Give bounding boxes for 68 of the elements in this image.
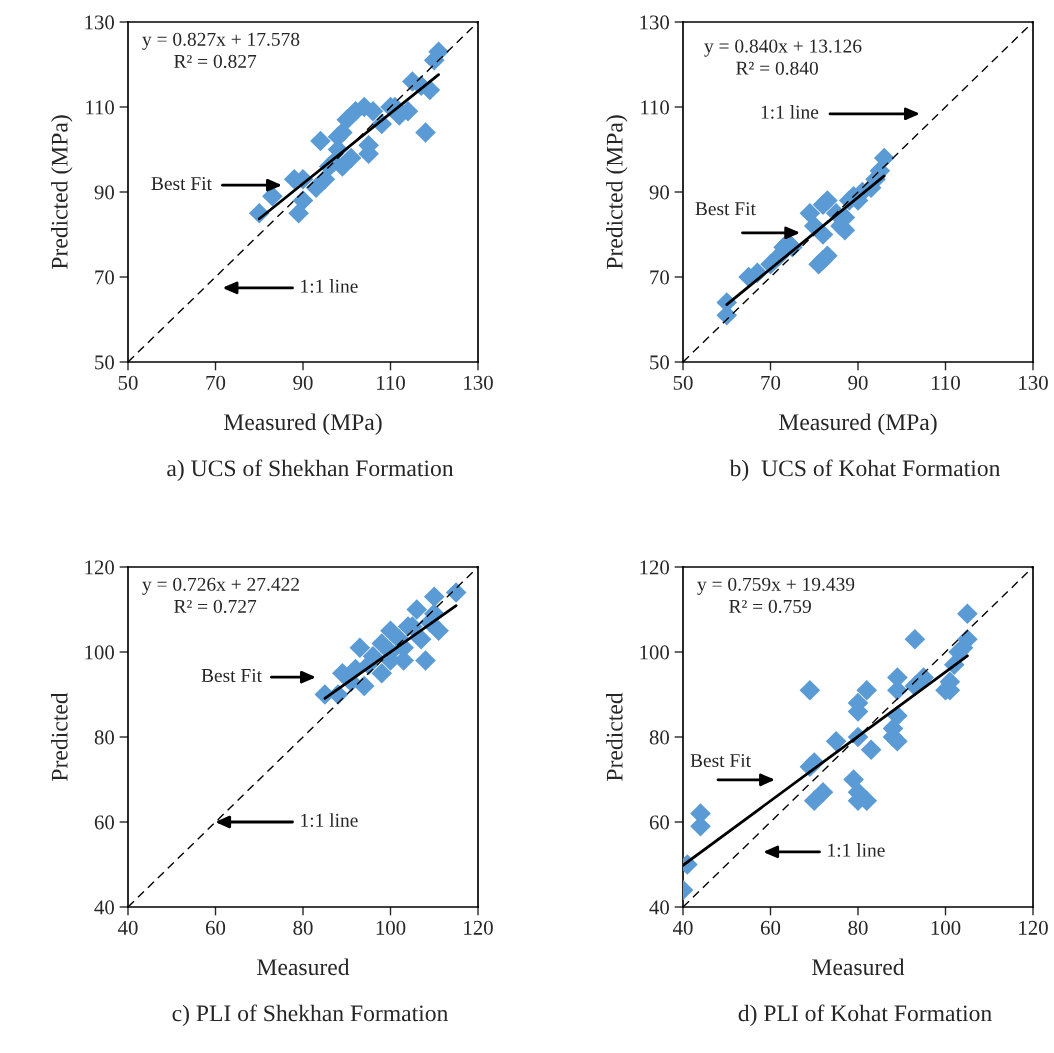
annotation: 1:1 line	[301, 813, 358, 827]
y-axis-title: Predicted (MPa)	[606, 115, 628, 270]
x-tick-label: 50	[118, 375, 138, 390]
y-tick-label: 70	[650, 270, 670, 285]
x-tick-label: 70	[761, 375, 781, 390]
x-tick-label: 80	[848, 920, 868, 935]
annotation: Best Fit	[201, 668, 262, 683]
annotation: R² = 0.840	[736, 61, 818, 75]
x-tick-label: 40	[672, 920, 693, 935]
x-tick-label: 130	[1019, 375, 1048, 390]
y-axis-title: Predicted	[51, 692, 68, 781]
y-tick-label: 130	[85, 15, 115, 30]
y-tick-label: 60	[649, 815, 670, 830]
text: c) PLI of Shekhan Formation	[172, 1004, 449, 1027]
annotation: 1:1 line	[301, 279, 358, 293]
annotation: y = 0.827x + 17.578	[142, 32, 300, 50]
x-tick-label: 60	[205, 920, 226, 935]
annotation: 1:1 line	[828, 843, 885, 857]
x-tick-label: 120	[1019, 920, 1048, 935]
annotation: y = 0.759x + 19.439	[697, 577, 855, 595]
y-tick-label: 120	[640, 560, 670, 575]
y-tick-label: 50	[650, 355, 670, 370]
x-tick-label: 110	[932, 375, 960, 390]
y-tick-label: 80	[94, 730, 115, 745]
x-tick-label: 120	[464, 920, 493, 935]
y-tick-label: 60	[94, 815, 115, 830]
text: d) PLI of Kohat Formation	[738, 1004, 992, 1027]
annotation: Best Fit	[690, 753, 751, 768]
annotation: R² = 0.827	[174, 54, 257, 69]
y-tick-label: 100	[640, 645, 670, 660]
x-tick-label: 40	[117, 920, 138, 935]
y-tick-label: 90	[94, 185, 115, 200]
x-tick-label: 70	[206, 375, 226, 390]
x-tick-label: 90	[848, 375, 868, 390]
annotation: R² = 0.727	[174, 599, 257, 614]
x-tick-label: 90	[293, 375, 313, 390]
annotation: Best Fit	[151, 177, 212, 191]
x-tick-label: 130	[464, 375, 493, 390]
x-tick-label: 100	[376, 920, 406, 935]
x-axis-title: Measured (MPa)	[779, 413, 937, 435]
y-tick-label: 130	[640, 15, 670, 30]
x-axis-title: Measured	[257, 958, 350, 976]
y-tick-label: 80	[649, 730, 670, 745]
annotation: Best Fit	[695, 202, 756, 216]
x-tick-label: 60	[760, 920, 781, 935]
annotation: R² = 0.759	[729, 599, 811, 614]
x-tick-label: 80	[293, 920, 313, 935]
y-tick-label: 40	[649, 900, 670, 915]
y-tick-label: 50	[95, 355, 115, 370]
y-axis-title: Predicted (MPa)	[51, 115, 73, 270]
x-axis-title: Measured	[812, 958, 905, 976]
x-tick-label: 110	[377, 375, 405, 390]
annotation: y = 0.726x + 27.422	[142, 577, 299, 595]
y-tick-label: 40	[94, 900, 115, 915]
text: b) UCS of Kohat Formation	[729, 459, 1001, 482]
y-tick-label: 120	[85, 560, 115, 575]
annotation: 1:1 line	[761, 104, 819, 119]
y-tick-label: 90	[649, 185, 670, 200]
y-tick-label: 110	[641, 100, 670, 115]
y-tick-label: 70	[95, 270, 115, 285]
annotation: y = 0.840x + 13.126	[704, 39, 862, 57]
y-tick-label: 100	[85, 645, 115, 660]
text: a) UCS of Shekhan Formation	[167, 459, 454, 482]
x-tick-label: 100	[931, 920, 961, 935]
y-tick-label: 110	[86, 100, 115, 115]
x-tick-label: 50	[673, 375, 693, 390]
x-axis-title: Measured (MPa)	[224, 413, 382, 435]
y-axis-title: Predicted	[606, 692, 623, 781]
